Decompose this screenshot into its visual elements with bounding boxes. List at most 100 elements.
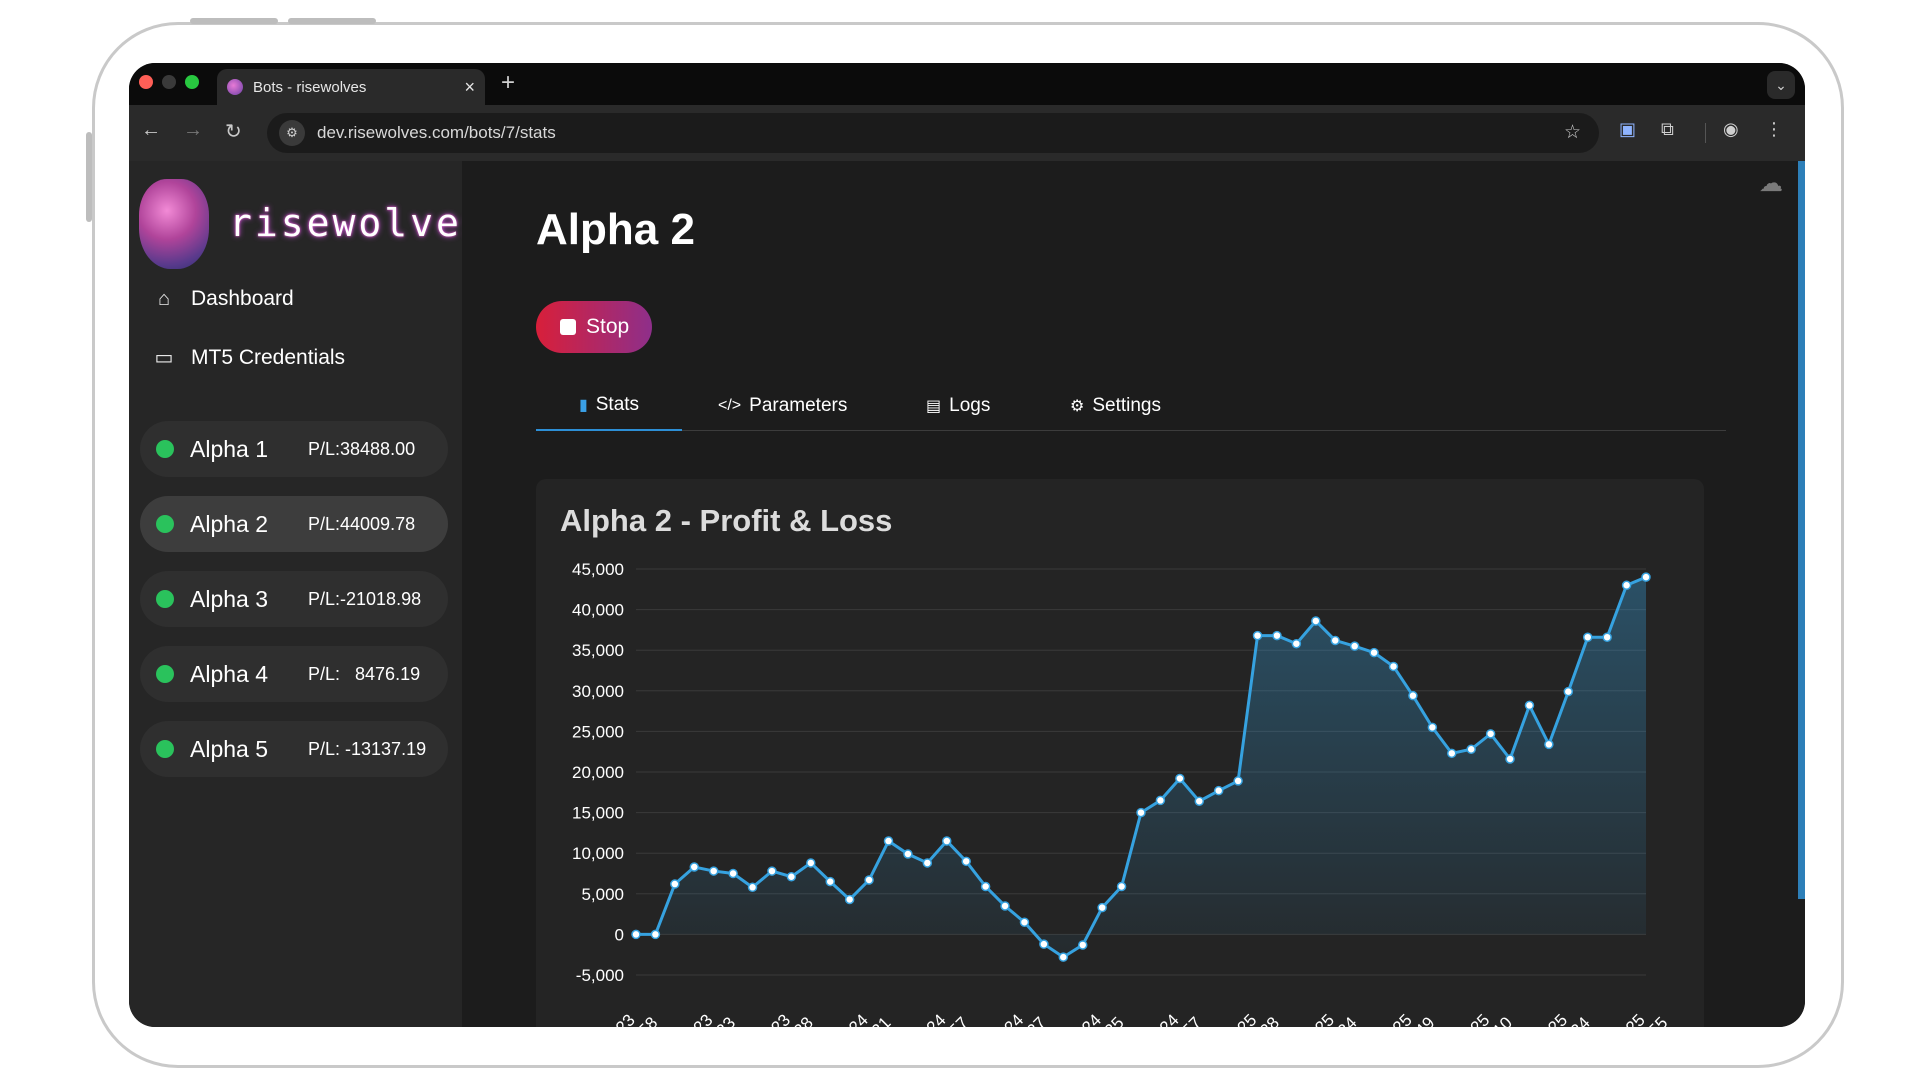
data-point[interactable] [961, 856, 971, 867]
stop-button[interactable]: Stop [536, 301, 652, 353]
site-settings-icon[interactable]: ⚙ [279, 120, 305, 146]
data-point[interactable] [728, 868, 738, 879]
tab-bar: ▮ Stats </> Parameters ▤ Logs ⚙ Settings [536, 381, 1726, 431]
x-tick-label: 2023:28 [754, 1000, 817, 1027]
bookmark-star-icon[interactable]: ☆ [1563, 122, 1581, 143]
data-point[interactable] [883, 836, 894, 846]
data-point[interactable] [844, 894, 855, 905]
tab-settings[interactable]: ⚙ Settings [1070, 381, 1161, 431]
scrollbar[interactable] [1798, 161, 1805, 899]
data-point[interactable] [942, 836, 952, 846]
new-tab-button[interactable]: + [501, 69, 516, 96]
data-point[interactable] [1447, 748, 1457, 759]
back-arrow-icon[interactable]: ← [141, 119, 161, 141]
data-point[interactable] [1466, 744, 1476, 755]
tab-search-chevron-icon[interactable]: ⌄ [1767, 71, 1795, 99]
data-point[interactable] [1077, 940, 1088, 950]
cloud-icon[interactable]: ☁ [1759, 170, 1783, 197]
data-point[interactable] [1330, 635, 1340, 646]
data-point[interactable] [1641, 572, 1651, 582]
bar-chart-icon: ▮ [578, 397, 588, 414]
data-point[interactable] [1563, 686, 1574, 697]
data-point[interactable] [1097, 902, 1107, 913]
bot-item-alpha-4[interactable]: Alpha 4 P/L: 8476.19 [140, 646, 448, 702]
data-point[interactable] [980, 881, 991, 892]
bot-item-alpha-5[interactable]: Alpha 5 P/L: -13137.19 [140, 721, 448, 777]
forward-arrow-icon[interactable]: → [183, 119, 203, 141]
tab-parameters[interactable]: </> Parameters [718, 381, 847, 431]
data-point[interactable] [1058, 952, 1069, 962]
sidebar-item-dashboard[interactable]: ⌂ Dashboard [153, 287, 294, 311]
sidebar-item-label: Dashboard [191, 287, 294, 310]
browser-tab[interactable]: Bots - risewolves × [217, 69, 485, 105]
data-point[interactable] [1388, 661, 1399, 672]
data-point[interactable] [1408, 690, 1418, 701]
tab-close-icon[interactable]: × [464, 76, 475, 97]
data-point[interactable] [1194, 796, 1205, 806]
bot-pl: P/L: -13137.19 [308, 738, 427, 759]
data-point[interactable] [1233, 776, 1243, 786]
data-point[interactable] [1039, 939, 1049, 949]
data-point[interactable] [1602, 632, 1612, 642]
data-point[interactable] [650, 929, 661, 940]
tab-title: Bots - risewolves [253, 78, 367, 96]
bot-item-alpha-2[interactable]: Alpha 2 P/L:44009.78 [140, 496, 448, 552]
minimize-window-button[interactable] [162, 75, 176, 89]
y-tick-label: 35,000 [572, 641, 624, 660]
data-point[interactable] [670, 879, 680, 889]
x-tick-label: 2025:49 [1376, 1000, 1439, 1027]
data-point[interactable] [864, 875, 874, 885]
page-title: Alpha 2 [536, 205, 695, 254]
data-point[interactable] [1427, 722, 1438, 733]
data-point[interactable] [825, 876, 835, 887]
y-tick-label: 40,000 [572, 601, 624, 620]
data-point[interactable] [631, 929, 641, 940]
data-point[interactable] [1505, 754, 1515, 764]
bot-item-alpha-3[interactable]: Alpha 3 P/L:-21018.98 [140, 571, 448, 627]
data-point[interactable] [1272, 630, 1282, 641]
wolf-logo-icon[interactable] [139, 179, 209, 269]
data-point[interactable] [1175, 773, 1185, 784]
data-point[interactable] [1116, 881, 1127, 892]
sidebar-item-mt5-credentials[interactable]: ▭ MT5 Credentials [153, 345, 346, 370]
browser-menu-icon[interactable]: ⋮ [1765, 119, 1783, 139]
fullscreen-window-button[interactable] [185, 75, 199, 89]
url-text[interactable]: dev.risewolves.com/bots/7/stats [317, 123, 556, 142]
data-point[interactable] [1369, 647, 1379, 658]
data-point[interactable] [806, 858, 816, 868]
bot-name: Alpha 5 [190, 735, 269, 762]
profile-icon[interactable]: ◉ [1723, 119, 1739, 139]
data-point[interactable] [1136, 807, 1146, 818]
extensions-puzzle-icon[interactable]: ⧉ [1661, 119, 1674, 139]
data-point[interactable] [786, 871, 797, 882]
data-point[interactable] [1349, 641, 1360, 651]
data-point[interactable] [1213, 785, 1224, 796]
brand-name[interactable]: risewolves [229, 201, 488, 245]
data-point[interactable] [1485, 729, 1496, 739]
data-point[interactable] [1311, 616, 1321, 626]
data-point[interactable] [747, 882, 758, 893]
data-point[interactable] [767, 866, 777, 876]
reload-icon[interactable]: ↻ [225, 121, 242, 143]
data-point[interactable] [708, 866, 719, 876]
data-point[interactable] [1155, 795, 1166, 806]
data-point[interactable] [689, 862, 700, 872]
data-point[interactable] [1000, 901, 1010, 911]
pl-chart[interactable]: 45,000 40,000 35,000 30,000 25,000 20,000 15,0… [536, 479, 1704, 1027]
bot-item-alpha-1[interactable]: Alpha 1 P/L:38488.00 [140, 421, 448, 477]
data-point[interactable] [1291, 638, 1302, 649]
tab-logs[interactable]: ▤ Logs [926, 381, 990, 431]
data-point[interactable] [1544, 739, 1554, 750]
data-point[interactable] [1582, 632, 1593, 642]
x-tick-label: 2025:28 [1220, 1000, 1283, 1027]
data-point[interactable] [903, 849, 913, 859]
data-point[interactable] [1621, 580, 1632, 590]
data-point[interactable] [922, 858, 933, 868]
address-bar[interactable]: ⚙ dev.risewolves.com/bots/7/stats ☆ [267, 113, 1599, 153]
close-window-button[interactable] [139, 75, 153, 89]
extension-icon[interactable]: ▣ [1619, 119, 1637, 139]
data-point[interactable] [1019, 917, 1030, 927]
data-point[interactable] [1524, 700, 1535, 711]
tab-stats[interactable]: ▮ Stats [536, 381, 682, 431]
data-point[interactable] [1252, 630, 1263, 641]
